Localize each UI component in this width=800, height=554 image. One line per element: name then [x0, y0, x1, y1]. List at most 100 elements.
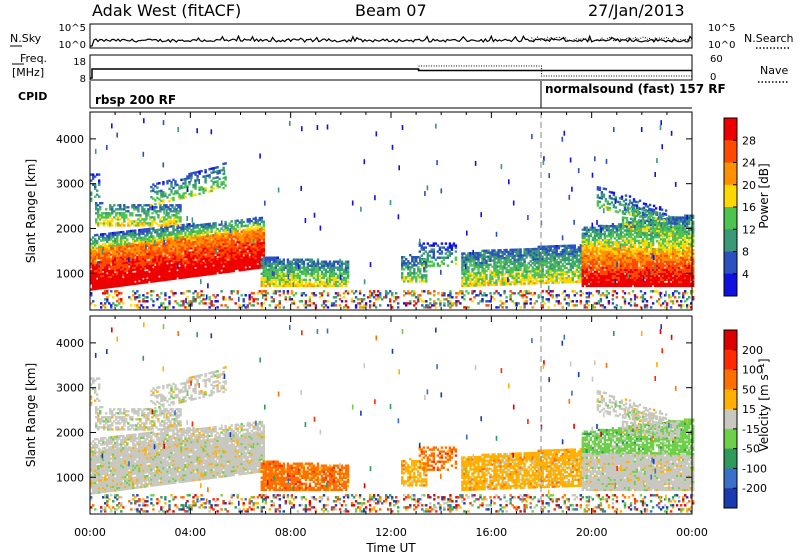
power-cell [128, 267, 131, 270]
power-cell [139, 204, 142, 207]
power-cell [198, 170, 201, 173]
power-cell [198, 188, 201, 191]
power-cell [192, 242, 195, 246]
power-cell [196, 266, 199, 269]
power-cell [262, 270, 265, 273]
power-cell [461, 252, 464, 255]
power-cell [220, 251, 223, 254]
power-cell [90, 280, 93, 283]
power-cell [467, 254, 470, 257]
power-cell [156, 269, 159, 272]
power-cell [483, 255, 486, 259]
power-cell [124, 253, 127, 256]
power-cell [212, 272, 215, 275]
power-cell [94, 285, 97, 289]
power-cell [160, 255, 163, 258]
power-cell [164, 260, 167, 263]
power-cell [198, 238, 201, 241]
power-cell [473, 280, 476, 283]
power-cell [112, 273, 115, 276]
power-cell [220, 265, 223, 268]
power-cell [182, 244, 185, 247]
power-cell [154, 239, 157, 242]
power-cell [165, 222, 168, 225]
power-cell [168, 278, 171, 281]
power-cell [128, 253, 131, 256]
power-cell [106, 270, 109, 273]
power-cell [232, 226, 235, 229]
power-cell [112, 261, 115, 264]
power-cell [94, 247, 97, 250]
power-cell [216, 233, 219, 236]
power-cell [176, 189, 179, 193]
power-cell [296, 280, 300, 284]
power-cell [424, 258, 427, 261]
power-cell [477, 255, 480, 259]
power-cell [210, 252, 213, 255]
power-cell [328, 262, 332, 265]
power-cell [94, 279, 97, 283]
power-cell [130, 262, 133, 266]
power-cell [144, 249, 147, 252]
nsky-panel: N.Sky 10^5 10^0 10^5 10^0 N.Search [10, 23, 794, 51]
power-cell [224, 226, 227, 230]
power-cell [106, 247, 109, 251]
power-cell [159, 220, 162, 223]
power-cell [168, 247, 171, 251]
power-cell [198, 242, 201, 245]
power-cell [184, 272, 187, 275]
power-cell [302, 272, 306, 275]
power-cell [167, 208, 170, 211]
power-cell [264, 264, 267, 267]
nave-tick-top: 60 [710, 54, 723, 65]
power-cell [218, 265, 221, 268]
power-cell [98, 181, 101, 184]
power-cell [340, 260, 344, 263]
power-cell [186, 245, 189, 248]
power-cell [222, 232, 225, 236]
power-cell [128, 255, 131, 258]
power-cell [505, 271, 508, 274]
power-cell [248, 228, 251, 231]
power-cell [312, 262, 316, 265]
power-cell [116, 252, 119, 255]
power-cell [501, 277, 504, 280]
power-cell [252, 255, 255, 258]
power-cell [268, 262, 271, 265]
power-cell [115, 208, 118, 211]
power-cell [194, 274, 197, 278]
power-cell [148, 262, 151, 265]
power-cell [96, 241, 99, 245]
power-cell [280, 284, 283, 288]
power-cell [258, 254, 261, 257]
power-cell [210, 246, 213, 249]
power-cell [99, 216, 102, 219]
power-cell [170, 237, 173, 240]
power-cell [110, 271, 113, 274]
power-cell [95, 206, 98, 209]
power-cell [258, 248, 261, 251]
power-cell [130, 242, 133, 246]
power-cell [322, 276, 326, 279]
power-cell [330, 272, 334, 275]
power-cell [94, 195, 97, 198]
power-cell [186, 255, 189, 259]
power-cell [104, 286, 107, 289]
power-cell [135, 222, 138, 225]
power-cell [156, 271, 159, 274]
power-cell [138, 269, 141, 273]
power-cell [204, 255, 207, 258]
power-cell [192, 256, 195, 260]
power-cell [162, 242, 165, 245]
power-cell [164, 244, 167, 247]
power-cell [95, 204, 98, 207]
power-cell [180, 264, 183, 267]
power-cell [101, 222, 104, 225]
power-cell [208, 174, 211, 177]
power-cell [152, 274, 155, 277]
power-cell [260, 252, 263, 255]
power-cell [501, 251, 504, 254]
power-cell [120, 278, 123, 281]
nave-line [418, 65, 692, 77]
power-cell [168, 268, 171, 271]
